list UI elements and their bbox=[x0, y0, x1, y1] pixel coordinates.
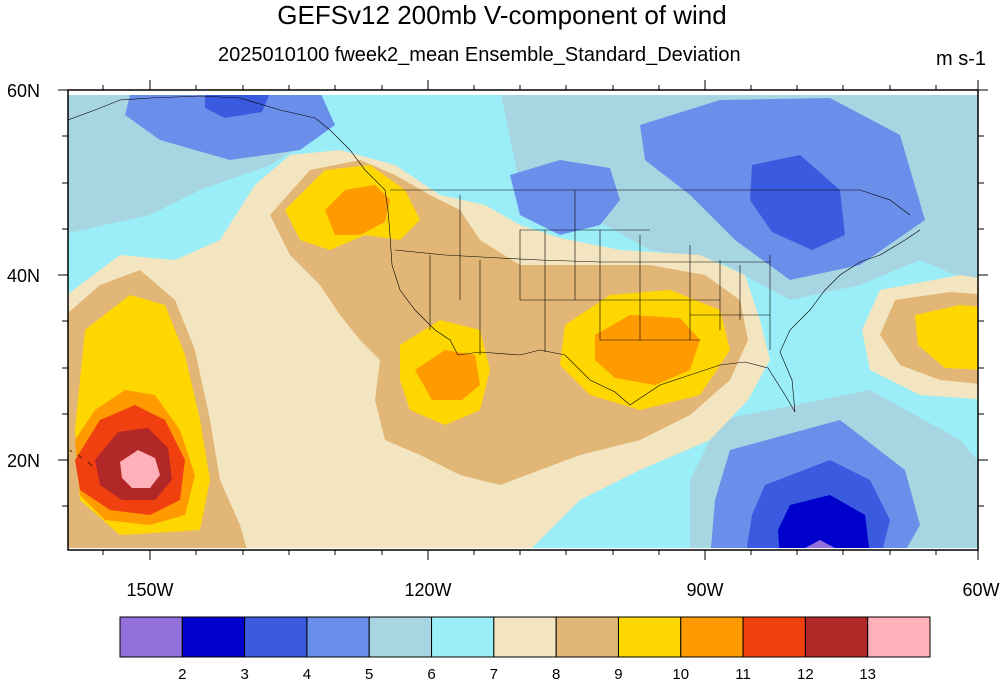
colorbar-label: 2 bbox=[178, 666, 186, 683]
colorbar-label: 9 bbox=[614, 666, 622, 683]
band-11 bbox=[325, 185, 390, 235]
colorbar-swatch bbox=[306, 616, 370, 658]
colorbar-label: 8 bbox=[552, 666, 560, 683]
gulf-east-coast bbox=[457, 229, 921, 413]
colorbar-swatch bbox=[555, 616, 619, 658]
colorbar-swatch bbox=[431, 616, 495, 658]
band-5 bbox=[510, 160, 620, 235]
colorbar-swatch bbox=[119, 616, 183, 658]
state-borders bbox=[429, 190, 771, 355]
lat-label-40n: 40N bbox=[7, 266, 40, 286]
alaska-coast bbox=[68, 95, 331, 131]
units-label: m s-1 bbox=[936, 48, 986, 70]
colorbar-label: 12 bbox=[797, 666, 814, 683]
band-4 bbox=[205, 95, 270, 118]
band-11 bbox=[595, 315, 700, 385]
state-lines-h bbox=[520, 229, 770, 341]
colorbar: 2 3 4 5 6 7 8 9 10 11 12 13 bbox=[119, 616, 931, 683]
lon-label-150w: 150W bbox=[126, 580, 173, 600]
map-outlines bbox=[68, 95, 921, 467]
colorbar-label: 4 bbox=[303, 666, 311, 683]
colorbar-swatch bbox=[742, 616, 806, 658]
colorbar-swatch bbox=[680, 616, 744, 658]
colorbar-swatch bbox=[617, 616, 682, 658]
band-4 bbox=[750, 155, 845, 250]
colorbar-swatch bbox=[804, 616, 869, 658]
tick-marks bbox=[58, 80, 988, 560]
colorbar-swatch bbox=[181, 616, 246, 658]
colorbar-swatch bbox=[867, 616, 931, 658]
colorbar-label: 5 bbox=[365, 666, 373, 683]
band-11 bbox=[415, 350, 480, 400]
canada-border bbox=[390, 189, 911, 216]
west-coast bbox=[329, 129, 459, 356]
hawaii-islands bbox=[69, 449, 93, 467]
colorbar-swatch bbox=[493, 616, 557, 658]
lon-label-60w: 60W bbox=[962, 580, 999, 600]
colorbar-swatch bbox=[244, 616, 308, 658]
plot-frame bbox=[67, 89, 979, 551]
colorbar-label: 7 bbox=[490, 666, 498, 683]
band-5 bbox=[125, 95, 335, 160]
colorbar-label: 3 bbox=[240, 666, 248, 683]
lon-label-120w: 120W bbox=[404, 580, 451, 600]
colorbar-swatch bbox=[368, 616, 433, 658]
colorbar-label: 13 bbox=[859, 666, 876, 683]
band-3 bbox=[778, 495, 870, 548]
map-subtitle: 2025010100 fweek2_mean Ensemble_Standard… bbox=[218, 44, 741, 66]
map-title: GEFSv12 200mb V-component of wind bbox=[277, 0, 727, 30]
lon-label-90w: 90W bbox=[686, 580, 723, 600]
colorbar-label: 10 bbox=[672, 666, 689, 683]
band-max bbox=[120, 450, 160, 488]
band-2 bbox=[805, 540, 835, 548]
lat-label-60n: 60N bbox=[7, 81, 40, 101]
contour-field bbox=[68, 95, 978, 548]
colorbar-label: 11 bbox=[735, 666, 751, 683]
band-10 bbox=[915, 305, 978, 370]
lat-label-20n: 20N bbox=[7, 451, 40, 471]
colorbar-label: 6 bbox=[427, 666, 435, 683]
